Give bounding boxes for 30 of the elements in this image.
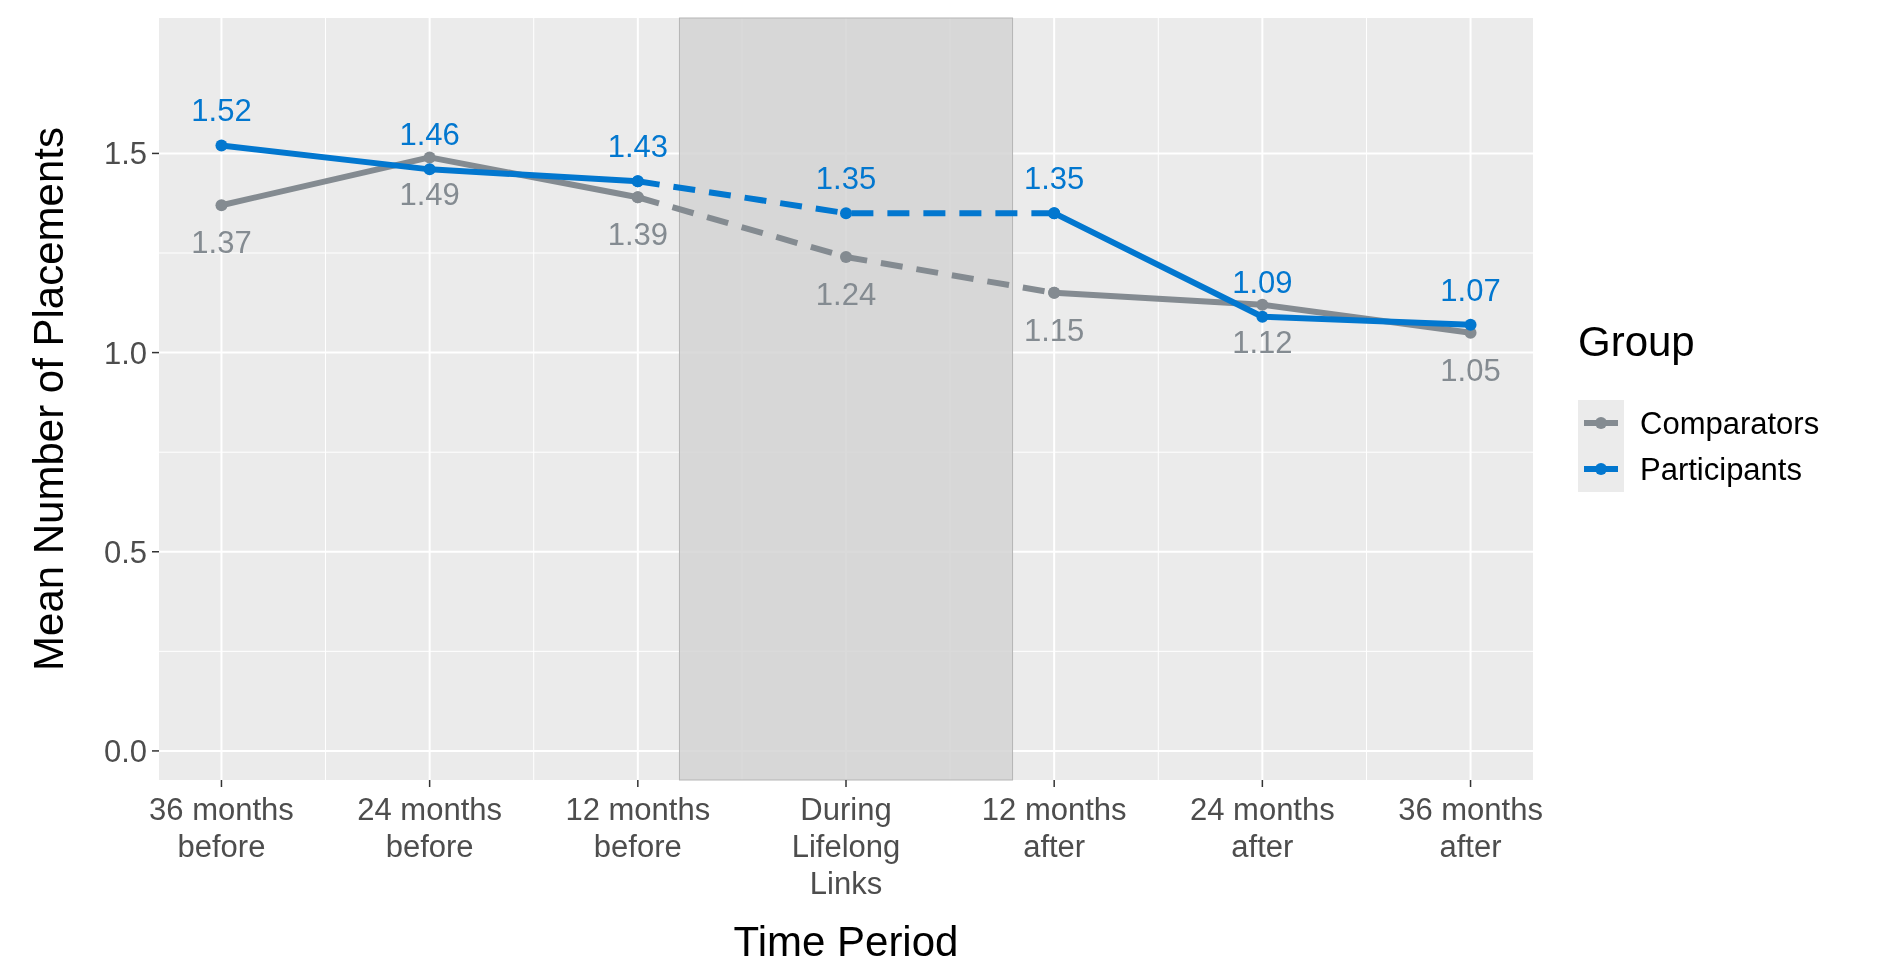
y-tick-label: 0.0 xyxy=(103,733,147,769)
data-label: 1.43 xyxy=(607,129,668,165)
y-tick-label: 0.5 xyxy=(103,534,147,570)
data-label: 1.12 xyxy=(1232,324,1293,360)
x-tick-label: 24 months before xyxy=(357,792,503,864)
legend-label: Participants xyxy=(1640,452,1802,487)
data-label: 1.52 xyxy=(191,93,252,129)
data-label: 1.24 xyxy=(815,277,877,312)
x-tick-label: During Lifelong Links xyxy=(791,792,901,901)
y-tick-label: 1.0 xyxy=(103,335,147,371)
data-label: 1.49 xyxy=(399,177,460,213)
data-label: 1.35 xyxy=(815,161,877,197)
data-label: 1.35 xyxy=(1024,161,1085,197)
data-label: 1.05 xyxy=(1440,352,1501,388)
x-tick-label: 12 months before xyxy=(565,792,711,864)
data-label: 1.15 xyxy=(1024,312,1085,348)
x-tick-label: 36 months after xyxy=(1398,792,1543,864)
data-label: 1.39 xyxy=(607,217,668,253)
x-tick-label: 36 months before xyxy=(149,792,294,864)
data-label: 1.09 xyxy=(1232,264,1293,300)
legend-label: Comparators xyxy=(1640,406,1820,441)
legend-title: Group xyxy=(1578,318,1695,365)
y-axis-title: Mean Number of Placements xyxy=(25,127,72,671)
x-tick-label: 12 months after xyxy=(981,792,1127,864)
x-tick-label: 24 months after xyxy=(1189,792,1335,864)
data-label: 1.37 xyxy=(191,225,252,261)
data-label: 1.07 xyxy=(1440,272,1501,308)
data-label: 1.46 xyxy=(399,117,460,153)
x-axis-title: Time Period xyxy=(733,918,959,965)
y-tick-label: 1.5 xyxy=(103,136,147,172)
